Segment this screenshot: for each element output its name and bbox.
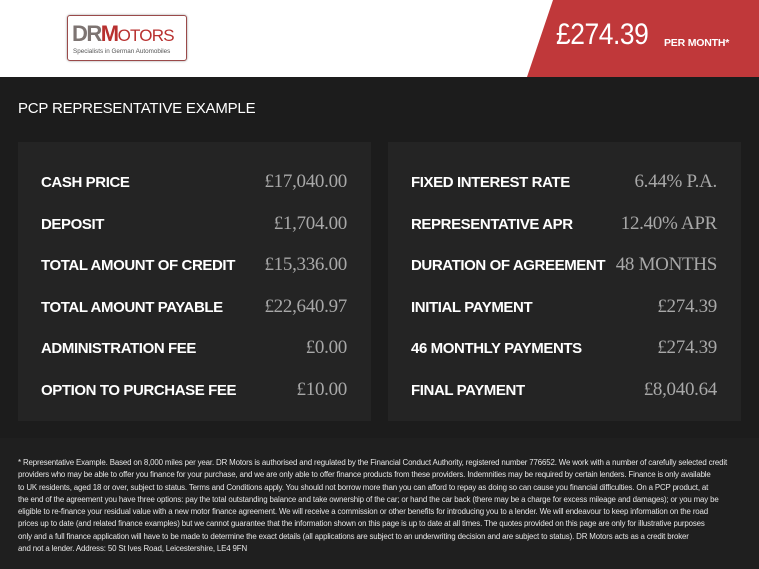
disclaimer-line: * Representative Example. Based on 8,000… xyxy=(18,458,728,467)
finance-label: 46 MONTHLY PAYMENTS xyxy=(411,340,582,357)
finance-label: REPRESENTATIVE APR xyxy=(411,215,573,233)
finance-row: CASH PRICE £17,040.00 xyxy=(41,171,347,193)
finance-label: INITIAL PAYMENT xyxy=(411,298,533,316)
finance-value: £17,040.00 xyxy=(264,171,347,192)
finance-label: OPTION TO PURCHASE FEE xyxy=(41,381,237,399)
monthly-price: £274.39 xyxy=(556,18,649,51)
disclaimer-text: * Representative Example. Based on 8,000… xyxy=(18,457,727,555)
finance-panel-left: CASH PRICE £17,040.00 DEPOSIT £1,704.00 TOTA… xyxy=(18,142,371,421)
disclaimer-line: prices up to date (and related finance e… xyxy=(18,519,705,529)
finance-row: FIXED INTEREST RATE 6.44% P.A. xyxy=(411,171,717,193)
finance-value: £15,336.00 xyxy=(264,254,347,275)
finance-row: DURATION OF AGREEMENT 48 MONTHS xyxy=(411,254,717,276)
finance-value: 12.40% APR xyxy=(620,212,718,234)
finance-value: £8,040.64 xyxy=(643,378,718,400)
finance-value: £274.39 xyxy=(657,295,717,317)
disclaimer-line: the end of the agreement you have three … xyxy=(18,494,719,504)
finance-label: FIXED INTEREST RATE xyxy=(411,174,570,191)
finance-row: FINAL PAYMENT £8,040.64 xyxy=(411,379,717,401)
finance-value: 48 MONTHS xyxy=(615,254,718,275)
finance-label: ADMINISTRATION FEE xyxy=(41,340,197,357)
header: DRMOTORS Specialists in German Automobil… xyxy=(0,0,759,77)
disclaimer-line: providers who may be able to offer you f… xyxy=(18,470,711,480)
finance-row: ADMINISTRATION FEE £0.00 xyxy=(41,337,347,359)
finance-label: CASH PRICE xyxy=(41,174,130,191)
disclaimer-line: and not a lender. Address: 50 St Ives Ro… xyxy=(18,544,247,554)
finance-label: FINAL PAYMENT xyxy=(411,381,525,399)
section-title: PCP REPRESENTATIVE EXAMPLE xyxy=(18,100,256,117)
price-banner xyxy=(527,0,759,77)
finance-value: £1,704.00 xyxy=(273,212,348,234)
finance-row: DEPOSIT £1,704.00 xyxy=(41,213,347,235)
finance-row: INITIAL PAYMENT £274.39 xyxy=(411,296,717,318)
finance-row: 46 MONTHLY PAYMENTS £274.39 xyxy=(411,337,717,359)
finance-label: TOTAL AMOUNT OF CREDIT xyxy=(41,257,235,274)
finance-row: TOTAL AMOUNT OF CREDIT £15,336.00 xyxy=(41,254,347,276)
per-month-label: PER MONTH* xyxy=(664,37,730,49)
finance-label: DEPOSIT xyxy=(41,215,105,233)
finance-value: 6.44% P.A. xyxy=(634,171,717,192)
finance-row: REPRESENTATIVE APR 12.40% APR xyxy=(411,213,717,235)
finance-label: TOTAL AMOUNT PAYABLE xyxy=(41,298,223,316)
dr-motors-logo[interactable]: DRMOTORS Specialists in German Automobil… xyxy=(67,15,187,61)
finance-value: £274.39 xyxy=(657,337,717,358)
finance-label: DURATION OF AGREEMENT xyxy=(411,257,606,274)
disclaimer-footer: * Representative Example. Based on 8,000… xyxy=(0,438,759,569)
disclaimer-line: to UK residents, aged 18 or over, subjec… xyxy=(18,482,709,492)
finance-value: £0.00 xyxy=(305,337,348,358)
finance-value: £10.00 xyxy=(296,378,348,400)
finance-row: OPTION TO PURCHASE FEE £10.00 xyxy=(41,379,347,401)
logo-wordmark: DRMOTORS xyxy=(72,21,175,46)
finance-value: £22,640.97 xyxy=(264,295,347,317)
logo-tagline: Specialists in German Automobiles xyxy=(73,48,171,55)
finance-row: TOTAL AMOUNT PAYABLE £22,640.97 xyxy=(41,296,347,318)
disclaimer-line: only and a full finance application will… xyxy=(18,531,689,541)
disclaimer-line: eligible to re-finance your residual val… xyxy=(18,507,709,517)
finance-panel-right: FIXED INTEREST RATE 6.44% P.A. REPRESENTAT… xyxy=(388,142,741,421)
